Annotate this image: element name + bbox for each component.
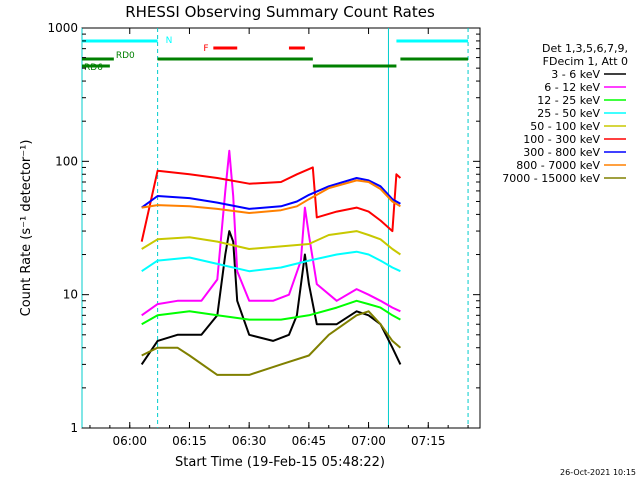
legend-header-0: Det 1,3,5,6,7,9, xyxy=(542,42,628,55)
legend-header-1: FDecim 1, Att 0 xyxy=(543,55,628,68)
x-tick-label-06-15: 06:15 xyxy=(172,434,207,448)
legend-label-25-50-kev: 25 - 50 keV xyxy=(537,107,600,120)
y-tick-label-1: 1 xyxy=(70,421,78,435)
axes: 06:00 06:15 06:30 06:45 07:00 07:15 1 10 100 1000 xyxy=(47,21,480,448)
x-tick-label-06-30: 06:30 xyxy=(232,434,267,448)
series-line-300-800-kev xyxy=(141,177,401,210)
series-line-7000-15000-kev xyxy=(141,310,402,376)
series-lines xyxy=(140,149,402,376)
series-line-3-6-kev xyxy=(140,230,402,365)
y-tick-label-100: 100 xyxy=(55,154,78,168)
plot-frame xyxy=(81,27,481,429)
legend-label-300-800-kev: 300 - 800 keV xyxy=(523,146,600,159)
x-tick-label-07-00: 07:00 xyxy=(351,434,386,448)
series-line-800-7000-kev xyxy=(141,179,401,214)
legend-label-800-7000-kev: 800 - 7000 keV xyxy=(516,159,600,172)
series-line-50-100-kev xyxy=(141,230,401,256)
state-label-rd6: RD6 xyxy=(84,63,103,73)
state-label-n: N xyxy=(166,36,173,46)
legend-label-100-300-kev: 100 - 300 keV xyxy=(523,133,600,146)
legend: Det 1,3,5,6,7,9,FDecim 1, Att 03 - 6 keV… xyxy=(502,42,628,185)
legend-label-7000-15000-kev: 7000 - 15000 keV xyxy=(502,172,600,185)
legend-label-50-100-kev: 50 - 100 keV xyxy=(530,120,600,133)
x-tick-label-06-45: 06:45 xyxy=(292,434,327,448)
y-axis-label: Count Rate (s⁻¹ detector⁻¹) xyxy=(19,140,34,317)
y-tick-label-10: 10 xyxy=(63,288,78,302)
y-tick-label-1000: 1000 xyxy=(47,21,78,35)
series-line-12-25-kev xyxy=(141,299,401,326)
state-bars: N F RD0 RD6 xyxy=(82,36,469,73)
legend-label-12-25-kev: 12 - 25 keV xyxy=(537,94,600,107)
plot-area xyxy=(81,27,481,429)
x-tick-label-06-00: 06:00 xyxy=(112,434,147,448)
vertical-markers xyxy=(81,28,469,428)
x-axis-label: Start Time (19-Feb-15 05:48:22) xyxy=(175,455,385,470)
x-tick-label-07-15: 07:15 xyxy=(411,434,446,448)
state-label-f: F xyxy=(203,44,208,54)
timestamp: 26-Oct-2021 10:15 xyxy=(560,468,636,477)
series-line-6-12-kev xyxy=(141,149,401,317)
chart-title: RHESSI Observing Summary Count Rates xyxy=(125,3,435,21)
legend-label-3-6-kev: 3 - 6 keV xyxy=(551,68,600,81)
legend-label-6-12-kev: 6 - 12 keV xyxy=(544,81,600,94)
state-label-rd0: RD0 xyxy=(116,51,135,61)
series-line-25-50-kev xyxy=(141,250,401,273)
